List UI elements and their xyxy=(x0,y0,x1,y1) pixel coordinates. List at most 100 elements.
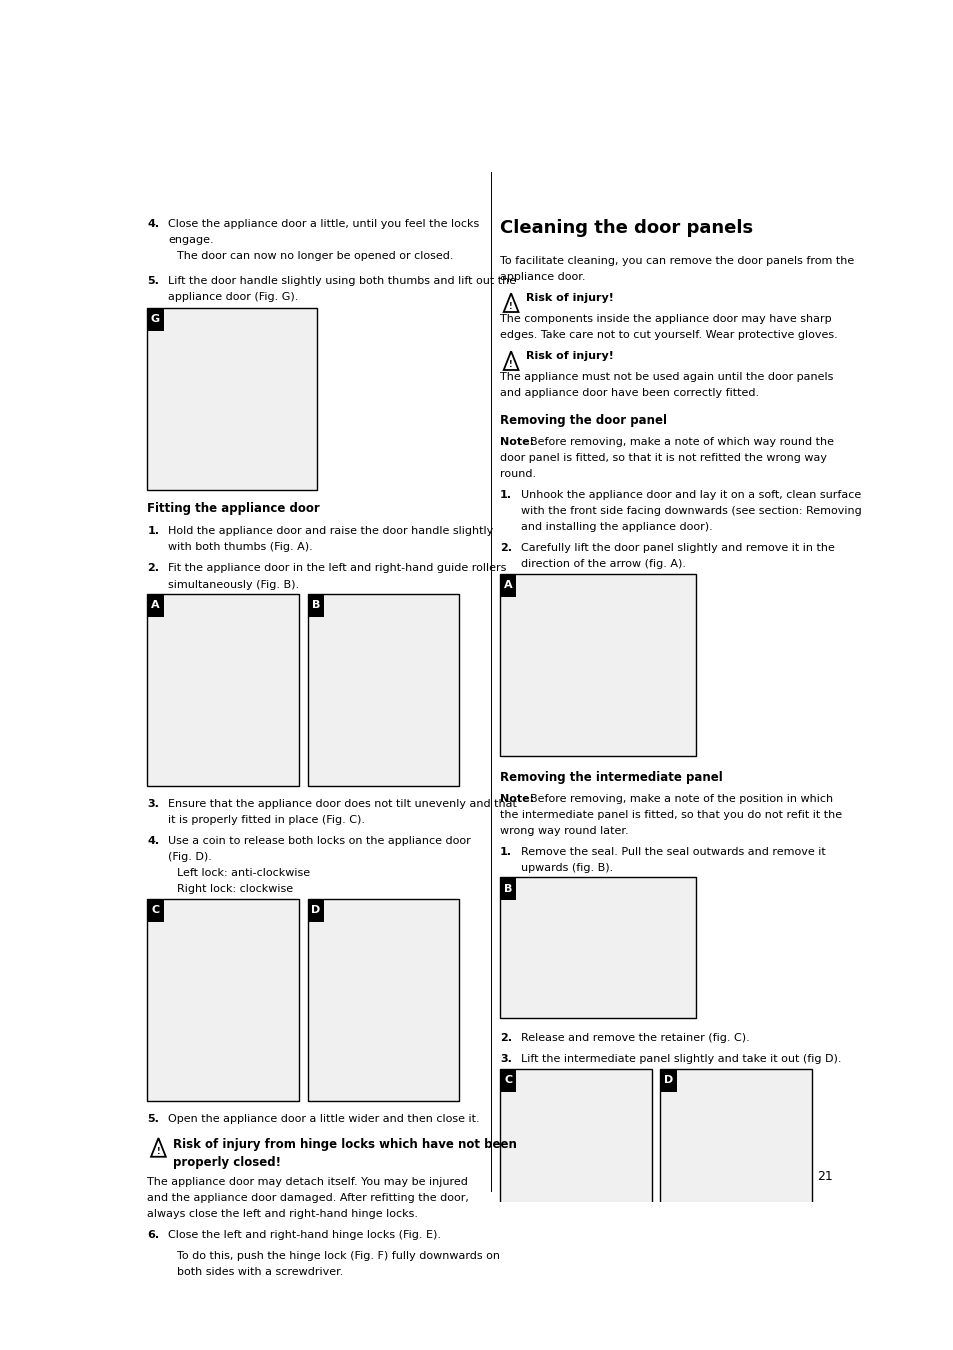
Text: 2.: 2. xyxy=(499,1033,512,1044)
Text: The door can now no longer be opened or closed.: The door can now no longer be opened or … xyxy=(176,251,453,262)
Text: Risk of injury!: Risk of injury! xyxy=(525,293,613,304)
Text: 5.: 5. xyxy=(147,275,159,286)
Text: !: ! xyxy=(156,1148,160,1156)
Text: Carefully lift the door panel slightly and remove it in the: Carefully lift the door panel slightly a… xyxy=(520,543,834,554)
Text: 2.: 2. xyxy=(147,563,159,574)
Text: Use a coin to release both locks on the appliance door: Use a coin to release both locks on the … xyxy=(168,836,470,846)
Text: upwards (fig. B).: upwards (fig. B). xyxy=(520,863,613,873)
Text: D: D xyxy=(311,904,320,915)
Bar xyxy=(659,1069,811,1241)
Text: with the front side facing downwards (see section: Removing: with the front side facing downwards (se… xyxy=(520,506,861,516)
Text: the intermediate panel is fitted, so that you do not refit it the: the intermediate panel is fitted, so tha… xyxy=(499,810,841,819)
Text: 5.: 5. xyxy=(147,1114,159,1123)
Text: 4.: 4. xyxy=(147,836,159,846)
Text: 1.: 1. xyxy=(147,526,159,536)
Text: D: D xyxy=(663,1076,673,1085)
Text: Ensure that the appliance door does not tilt unevenly and that: Ensure that the appliance door does not … xyxy=(168,799,517,809)
Text: it is properly fitted in place (Fig. C).: it is properly fitted in place (Fig. C). xyxy=(168,815,365,825)
Text: Removing the intermediate panel: Removing the intermediate panel xyxy=(499,771,722,784)
Text: with both thumbs (Fig. A).: with both thumbs (Fig. A). xyxy=(168,543,313,552)
Text: always close the left and right-hand hinge locks.: always close the left and right-hand hin… xyxy=(147,1210,418,1219)
Bar xyxy=(147,594,298,786)
Text: both sides with a screwdriver.: both sides with a screwdriver. xyxy=(176,1266,343,1277)
Text: wrong way round later.: wrong way round later. xyxy=(499,826,628,836)
Text: Close the left and right-hand hinge locks (Fig. E).: Close the left and right-hand hinge lock… xyxy=(168,1230,440,1239)
Bar xyxy=(147,308,317,490)
Bar xyxy=(147,1281,298,1350)
Text: Note:: Note: xyxy=(499,436,534,447)
Text: F: F xyxy=(312,1288,319,1297)
Bar xyxy=(147,594,164,617)
Text: and appliance door have been correctly fitted.: and appliance door have been correctly f… xyxy=(499,389,759,398)
Bar xyxy=(499,878,516,900)
Text: Close the appliance door a little, until you feel the locks: Close the appliance door a little, until… xyxy=(168,219,478,230)
Text: Risk of injury!: Risk of injury! xyxy=(525,351,613,362)
Text: 3.: 3. xyxy=(147,799,159,809)
Bar xyxy=(499,878,696,1018)
Bar xyxy=(499,1069,651,1241)
Text: A: A xyxy=(151,601,159,610)
Bar xyxy=(499,574,696,756)
Text: Risk of injury from hinge locks which have not been: Risk of injury from hinge locks which ha… xyxy=(173,1138,517,1152)
Text: Release and remove the retainer (fig. C).: Release and remove the retainer (fig. C)… xyxy=(520,1033,749,1044)
Text: engage.: engage. xyxy=(168,235,213,246)
Bar xyxy=(499,1069,516,1092)
Text: 21: 21 xyxy=(816,1170,832,1183)
Text: Note:: Note: xyxy=(499,794,534,803)
Text: Fit the appliance door in the left and right-hand guide rollers: Fit the appliance door in the left and r… xyxy=(168,563,506,574)
Text: and the appliance door damaged. After refitting the door,: and the appliance door damaged. After re… xyxy=(147,1193,469,1203)
Text: G: G xyxy=(151,315,160,324)
Text: C: C xyxy=(152,904,159,915)
Text: The appliance must not be used again until the door panels: The appliance must not be used again unt… xyxy=(499,373,833,382)
Text: B: B xyxy=(503,884,512,894)
Text: !: ! xyxy=(509,302,513,312)
Text: Lift the intermediate panel slightly and take it out (fig D).: Lift the intermediate panel slightly and… xyxy=(520,1054,841,1064)
Bar xyxy=(147,1281,164,1304)
Text: Open the appliance door a little wider and then close it.: Open the appliance door a little wider a… xyxy=(168,1114,479,1123)
Text: 3.: 3. xyxy=(499,1054,512,1064)
Bar xyxy=(659,1069,676,1092)
Text: round.: round. xyxy=(499,468,536,479)
Text: appliance door.: appliance door. xyxy=(499,273,585,282)
Text: !: ! xyxy=(509,360,513,370)
Text: 4.: 4. xyxy=(147,219,159,230)
Text: simultaneously (Fig. B).: simultaneously (Fig. B). xyxy=(168,579,299,590)
Text: Remove the seal. Pull the seal outwards and remove it: Remove the seal. Pull the seal outwards … xyxy=(520,846,824,857)
Text: 1.: 1. xyxy=(499,846,512,857)
Bar xyxy=(308,899,459,1102)
Bar xyxy=(499,574,516,597)
Text: appliance door (Fig. G).: appliance door (Fig. G). xyxy=(168,292,298,301)
Text: door panel is fitted, so that it is not refitted the wrong way: door panel is fitted, so that it is not … xyxy=(499,452,826,463)
Bar xyxy=(147,899,164,922)
Bar xyxy=(308,594,459,786)
Bar xyxy=(147,308,164,331)
Text: and installing the appliance door).: and installing the appliance door). xyxy=(520,522,712,532)
Text: To facilitate cleaning, you can remove the door panels from the: To facilitate cleaning, you can remove t… xyxy=(499,256,853,266)
Text: direction of the arrow (fig. A).: direction of the arrow (fig. A). xyxy=(520,559,685,570)
Text: Lift the door handle slightly using both thumbs and lift out the: Lift the door handle slightly using both… xyxy=(168,275,516,286)
Text: Unhook the appliance door and lay it on a soft, clean surface: Unhook the appliance door and lay it on … xyxy=(520,490,860,500)
Text: edges. Take care not to cut yourself. Wear protective gloves.: edges. Take care not to cut yourself. We… xyxy=(499,331,837,340)
Text: (Fig. D).: (Fig. D). xyxy=(168,852,212,861)
Text: Before removing, make a note of which way round the: Before removing, make a note of which wa… xyxy=(529,436,833,447)
Text: 2.: 2. xyxy=(499,543,512,554)
Text: E: E xyxy=(152,1288,159,1297)
Text: 1.: 1. xyxy=(499,490,512,500)
Text: Fitting the appliance door: Fitting the appliance door xyxy=(147,502,320,516)
Text: A: A xyxy=(503,580,512,590)
Text: C: C xyxy=(503,1076,512,1085)
Bar xyxy=(308,594,324,617)
Bar xyxy=(147,899,298,1102)
Text: Removing the door panel: Removing the door panel xyxy=(499,414,666,427)
Text: B: B xyxy=(312,601,320,610)
Bar xyxy=(308,1281,324,1304)
Text: Hold the appliance door and raise the door handle slightly: Hold the appliance door and raise the do… xyxy=(168,526,493,536)
Text: properly closed!: properly closed! xyxy=(173,1156,281,1169)
Bar xyxy=(308,899,324,922)
Bar xyxy=(308,1281,459,1350)
Text: The appliance door may detach itself. You may be injured: The appliance door may detach itself. Yo… xyxy=(147,1177,468,1187)
Text: Before removing, make a note of the position in which: Before removing, make a note of the posi… xyxy=(529,794,832,803)
Text: 6.: 6. xyxy=(147,1230,159,1239)
Text: The components inside the appliance door may have sharp: The components inside the appliance door… xyxy=(499,315,831,324)
Text: Left lock: anti-clockwise: Left lock: anti-clockwise xyxy=(176,868,310,878)
